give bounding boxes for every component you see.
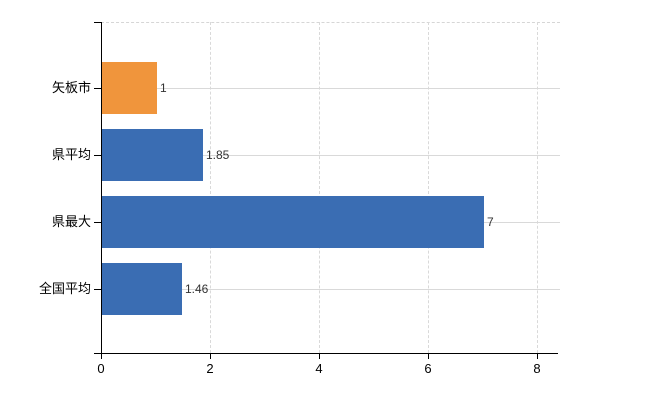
category-label: 県平均 [51, 147, 91, 162]
x-axis-tick [210, 354, 211, 359]
bar-value-label: 1.85 [206, 148, 230, 162]
x-axis-tick [537, 354, 538, 359]
x-tick-label: 0 [97, 361, 105, 376]
x-gridline [537, 22, 538, 353]
y-axis-tick [94, 289, 101, 290]
bar [102, 196, 484, 248]
category-gridline [101, 289, 560, 290]
y-axis-tick [94, 22, 101, 23]
y-axis-tick [94, 222, 101, 223]
x-gridline [319, 22, 320, 353]
category-gridline [101, 88, 560, 89]
x-tick-label: 4 [315, 361, 323, 376]
x-axis-tick [101, 354, 102, 359]
y-axis-line [101, 22, 102, 353]
category-label: 全国平均 [38, 281, 91, 296]
bar [102, 62, 157, 114]
plot-top-border [101, 22, 560, 23]
bar [102, 129, 203, 181]
bar-value-label: 1.46 [185, 282, 209, 296]
x-axis-tick [428, 354, 429, 359]
x-tick-label: 8 [533, 361, 541, 376]
bar [102, 263, 182, 315]
x-tick-label: 6 [424, 361, 432, 376]
x-gridline [210, 22, 211, 353]
y-axis-tick [94, 88, 101, 89]
category-label: 県最大 [51, 214, 91, 229]
bar-value-label: 1 [160, 81, 167, 95]
bar-value-label: 7 [487, 215, 494, 229]
category-label: 矢板市 [51, 80, 91, 95]
category-gridline [101, 155, 560, 156]
x-axis-tick [319, 354, 320, 359]
x-gridline [428, 22, 429, 353]
x-tick-label: 2 [206, 361, 214, 376]
y-axis-tick [94, 155, 101, 156]
x-axis-line [94, 353, 558, 354]
